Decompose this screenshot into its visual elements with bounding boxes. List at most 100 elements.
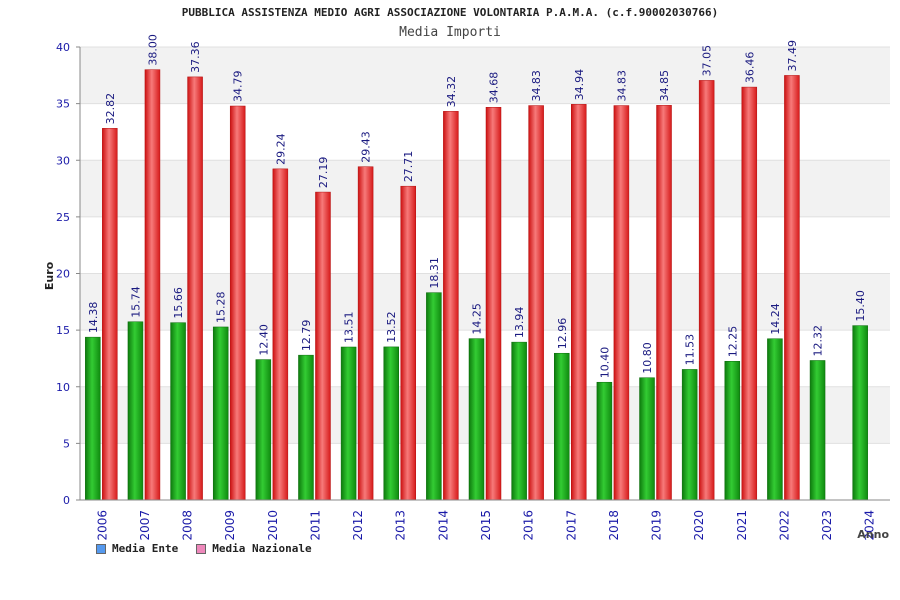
y-tick-label: 15 xyxy=(56,324,70,337)
x-tick-label-2024: 2024 xyxy=(863,510,877,541)
bar-media-ente-2007 xyxy=(127,321,144,501)
bar-media-nazionale-2010 xyxy=(272,168,289,501)
x-tick-label-2008: 2008 xyxy=(181,510,195,541)
x-tick-label-2020: 2020 xyxy=(692,510,706,541)
bar-media-nazionale-2015 xyxy=(485,106,502,501)
data-label-media-ente-2012: 13.51 xyxy=(343,311,356,343)
bar-media-nazionale-2021 xyxy=(741,86,758,501)
data-label-media-ente-2007: 15.74 xyxy=(129,286,142,318)
data-label-media-nazionale-2020: 37.05 xyxy=(701,45,714,77)
y-axis-label: Euro xyxy=(43,261,56,290)
data-label-media-ente-2008: 15.66 xyxy=(172,287,185,319)
bar-media-nazionale-2017 xyxy=(571,104,587,501)
data-label-media-nazionale-2007: 38.00 xyxy=(146,34,159,66)
y-tick-label: 10 xyxy=(56,381,70,394)
x-axis-label: Anno xyxy=(857,528,889,541)
data-label-media-nazionale-2014: 34.32 xyxy=(445,76,458,108)
bar-media-nazionale-2007 xyxy=(144,69,161,501)
x-tick-label-2019: 2019 xyxy=(650,510,664,541)
bar-media-nazionale-2006 xyxy=(102,128,118,501)
data-label-media-ente-2009: 15.28 xyxy=(215,291,228,322)
data-label-media-ente-2010: 12.40 xyxy=(257,324,270,356)
data-label-media-nazionale-2006: 32.82 xyxy=(104,93,117,125)
x-tick-label-2017: 2017 xyxy=(564,510,578,541)
data-label-media-nazionale-2009: 34.79 xyxy=(232,71,245,102)
x-tick-label-2022: 2022 xyxy=(777,510,791,541)
bar-media-ente-2019 xyxy=(639,377,655,501)
y-tick-label: 35 xyxy=(56,98,70,111)
bar-media-ente-2012 xyxy=(340,346,357,501)
bar-media-ente-2024 xyxy=(852,325,868,501)
data-label-media-nazionale-2008: 37.36 xyxy=(189,41,202,73)
x-tick-label-2018: 2018 xyxy=(607,510,621,541)
data-label-media-ente-2020: 11.53 xyxy=(684,334,697,366)
bar-media-nazionale-2008 xyxy=(187,76,203,501)
legend-item-media-nazionale: Media Nazionale xyxy=(196,542,312,555)
data-label-media-nazionale-2016: 34.83 xyxy=(530,70,543,102)
y-tick-label: 5 xyxy=(63,437,70,450)
bar-media-ente-2022 xyxy=(767,338,783,501)
chart-title: PUBBLICA ASSISTENZA MEDIO AGRI ASSOCIAZI… xyxy=(181,6,719,19)
data-label-media-nazionale-2010: 29.24 xyxy=(274,133,287,165)
bar-media-ente-2017 xyxy=(554,352,570,501)
bar-media-ente-2010 xyxy=(255,359,272,501)
x-tick-label-2012: 2012 xyxy=(351,510,365,541)
data-label-media-ente-2019: 10.80 xyxy=(641,342,654,374)
bar-media-ente-2018 xyxy=(596,381,613,501)
bar-media-nazionale-2013 xyxy=(400,185,416,501)
x-tick-label-2023: 2023 xyxy=(820,510,834,541)
legend-swatch-media-ente xyxy=(96,543,106,554)
bar-media-ente-2013 xyxy=(383,346,399,501)
legend: Media Ente Media Nazionale xyxy=(96,542,312,555)
y-tick-label: 0 xyxy=(63,494,70,507)
bar-media-ente-2014 xyxy=(426,292,442,501)
data-label-media-ente-2021: 12.25 xyxy=(726,326,739,358)
bar-media-ente-2023 xyxy=(809,360,826,501)
bar-media-nazionale-2016 xyxy=(528,105,544,501)
data-label-media-nazionale-2012: 29.43 xyxy=(360,131,373,163)
data-label-media-nazionale-2021: 36.46 xyxy=(743,52,756,84)
data-label-media-nazionale-2013: 27.71 xyxy=(402,151,415,183)
y-tick-label: 40 xyxy=(56,41,70,54)
bar-media-ente-2016 xyxy=(511,341,527,501)
data-label-media-ente-2017: 12.96 xyxy=(556,318,569,350)
bar-media-nazionale-2014 xyxy=(443,111,459,501)
x-tick-label-2014: 2014 xyxy=(436,510,450,541)
data-label-media-ente-2011: 12.79 xyxy=(300,320,313,352)
x-tick-label-2021: 2021 xyxy=(735,510,749,541)
legend-swatch-media-nazionale xyxy=(196,543,207,554)
legend-item-media-ente: Media Ente xyxy=(96,542,178,555)
data-label-media-ente-2015: 14.25 xyxy=(471,303,484,335)
bar-media-ente-2009 xyxy=(212,326,229,501)
data-label-media-nazionale-2017: 34.94 xyxy=(573,69,586,101)
chart-subtitle: Media Importi xyxy=(399,25,501,40)
x-tick-label-2010: 2010 xyxy=(266,510,280,541)
bar-media-nazionale-2020 xyxy=(698,80,715,501)
legend-label-media-ente: Media Ente xyxy=(112,542,179,555)
x-tick-label-2006: 2006 xyxy=(95,510,109,541)
x-tick-label-2013: 2013 xyxy=(394,510,408,541)
bar-media-nazionale-2018 xyxy=(613,105,630,501)
bar-media-nazionale-2012 xyxy=(357,166,374,501)
data-label-media-ente-2014: 18.31 xyxy=(428,257,441,289)
bar-media-ente-2015 xyxy=(468,338,485,501)
bar-media-ente-2021 xyxy=(724,361,741,501)
bar-media-ente-2011 xyxy=(298,354,314,501)
bar-media-nazionale-2019 xyxy=(656,105,672,501)
data-label-media-ente-2013: 13.52 xyxy=(385,311,398,343)
data-label-media-ente-2022: 14.24 xyxy=(769,303,782,335)
y-tick-label: 20 xyxy=(56,268,70,281)
y-tick-label: 25 xyxy=(56,211,70,224)
y-tick-label: 30 xyxy=(56,154,70,167)
data-label-media-ente-2023: 12.32 xyxy=(812,325,825,357)
data-label-media-nazionale-2011: 27.19 xyxy=(317,157,330,189)
bar-media-ente-2020 xyxy=(681,369,698,501)
bar-media-nazionale-2009 xyxy=(229,105,246,501)
x-tick-label-2007: 2007 xyxy=(138,510,152,541)
bar-media-nazionale-2011 xyxy=(315,191,331,501)
data-label-media-nazionale-2015: 34.68 xyxy=(488,72,501,104)
data-label-media-ente-2018: 10.40 xyxy=(598,347,611,379)
x-tick-label-2016: 2016 xyxy=(522,510,536,541)
